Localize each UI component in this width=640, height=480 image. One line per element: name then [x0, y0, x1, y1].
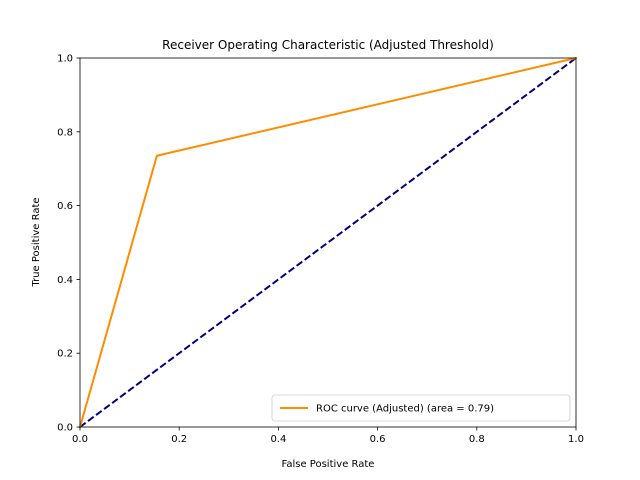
legend-box [271, 394, 571, 422]
x-tick-label: 1.0 [568, 434, 584, 445]
y-tick-label: 0.8 [57, 127, 73, 138]
x-axis-label: False Positive Rate [282, 459, 375, 470]
y-tick-label: 0.4 [57, 275, 73, 286]
x-tick-label: 0.6 [370, 434, 386, 445]
y-tick-label: 1.0 [57, 54, 73, 65]
x-tick-label: 0.8 [469, 434, 485, 445]
roc-curve-line [78, 56, 578, 429]
chance-diagonal-line [79, 57, 577, 428]
x-tick-label: 0.4 [270, 434, 286, 445]
y-axis-label: True Positive Rate [31, 197, 42, 287]
x-tick-label: 0.0 [72, 434, 88, 445]
y-tick-label: 0.0 [57, 423, 73, 434]
y-tick-label: 0.6 [57, 201, 73, 212]
legend-label: ROC curve (Adjusted) (area = 0.79) [316, 404, 494, 415]
y-tick-label: 0.2 [57, 349, 73, 360]
axes: 0.0 0.2 0.4 0.6 0.8 1.0 0.0 0.2 0.4 0.6 0.8 1.0 [57, 54, 584, 446]
axes-frame [79, 57, 577, 428]
chart-title: Receiver Operating Characteristic (Adjus… [162, 38, 494, 52]
legend: ROC curve (Adjusted) (area = 0.79) [271, 394, 571, 422]
x-tick-label: 0.2 [171, 434, 187, 445]
plot-area [78, 56, 578, 429]
